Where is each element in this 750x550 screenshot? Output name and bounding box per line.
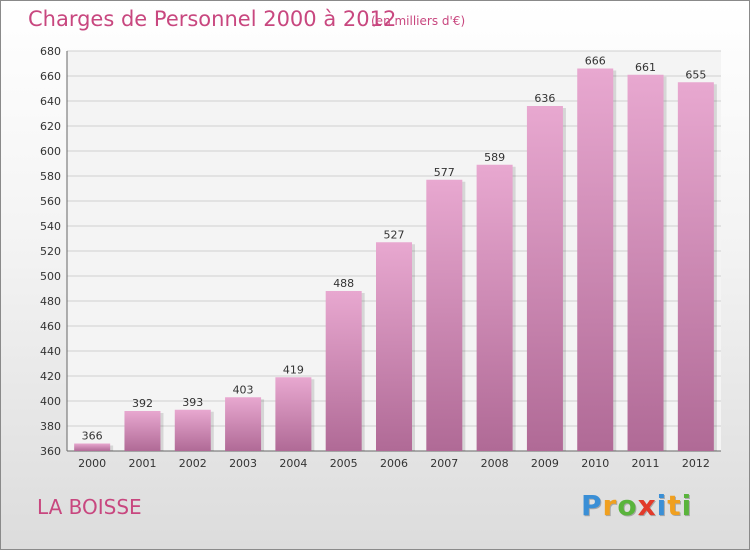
y-tick-label: 560: [40, 195, 61, 208]
commune-name: LA BOISSE: [37, 495, 142, 519]
bar: [225, 397, 262, 451]
data-label: 661: [635, 61, 656, 74]
x-tick-label: 2009: [531, 457, 559, 470]
x-tick-label: 2003: [229, 457, 257, 470]
logo-letter: t: [667, 489, 682, 522]
y-tick-label: 520: [40, 245, 61, 258]
y-tick-label: 620: [40, 120, 61, 133]
x-tick-label: 2005: [330, 457, 358, 470]
y-tick-label: 660: [40, 70, 61, 83]
logo-letter: P: [581, 489, 603, 522]
bar: [174, 409, 211, 451]
data-label: 527: [384, 228, 405, 241]
logo-letter: i: [656, 489, 668, 522]
y-tick-label: 360: [40, 445, 61, 458]
y-tick-label: 540: [40, 220, 61, 233]
logo-letter: o: [617, 489, 638, 522]
logo-letter: x: [637, 489, 657, 522]
y-tick-label: 640: [40, 95, 61, 108]
logo-letter: i: [681, 489, 693, 522]
y-tick-label: 460: [40, 320, 61, 333]
x-tick-label: 2004: [279, 457, 307, 470]
bar: [376, 242, 412, 451]
data-label: 636: [534, 92, 555, 105]
data-label: 392: [132, 397, 153, 410]
y-tick-label: 500: [40, 270, 61, 283]
x-tick-label: 2000: [78, 457, 106, 470]
y-tick-label: 380: [40, 420, 61, 433]
bar: [476, 164, 513, 451]
y-tick-label: 420: [40, 370, 61, 383]
data-label: 666: [585, 55, 606, 68]
proxiti-logo: Proxiti: [581, 489, 692, 522]
chart-title: Charges de Personnel 2000 à 2012: [28, 7, 397, 31]
data-label: 577: [434, 166, 455, 179]
data-label: 366: [82, 430, 103, 443]
x-tick-label: 2008: [481, 457, 509, 470]
y-tick-label: 600: [40, 145, 61, 158]
bar: [426, 179, 463, 451]
y-tick-label: 440: [40, 345, 61, 358]
data-label: 403: [233, 383, 254, 396]
bar: [124, 411, 161, 451]
x-tick-label: 2001: [128, 457, 156, 470]
bar: [74, 443, 111, 451]
chart-subtitle: (en milliers d'€): [371, 14, 466, 28]
bar: [677, 82, 714, 451]
x-tick-label: 2007: [430, 457, 458, 470]
logo-letter: r: [602, 489, 618, 522]
y-tick-label: 680: [40, 45, 61, 58]
data-label: 655: [685, 68, 706, 81]
data-label: 419: [283, 363, 304, 376]
y-tick-label: 580: [40, 170, 61, 183]
y-tick-label: 400: [40, 395, 61, 408]
bar: [577, 68, 614, 451]
bar: [627, 74, 664, 451]
data-label: 393: [182, 396, 203, 409]
x-tick-label: 2010: [581, 457, 609, 470]
x-tick-label: 2011: [632, 457, 660, 470]
bar: [275, 377, 312, 451]
x-tick-label: 2002: [179, 457, 207, 470]
y-tick-label: 480: [40, 295, 61, 308]
data-label: 589: [484, 151, 505, 164]
data-label: 488: [333, 277, 354, 290]
bar: [526, 106, 563, 451]
bar: [325, 291, 362, 451]
x-tick-label: 2006: [380, 457, 408, 470]
x-tick-label: 2012: [682, 457, 710, 470]
